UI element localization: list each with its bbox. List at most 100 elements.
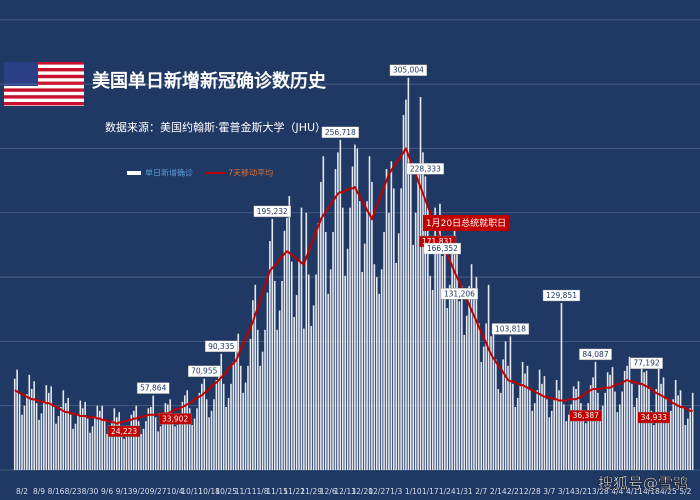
x-tick-label: 9/20 [133, 487, 150, 496]
x-tick-label: 8/2 [16, 487, 28, 496]
value-label-box [440, 288, 479, 300]
value-label: 57,864 [140, 384, 166, 393]
value-label-box [406, 163, 445, 175]
bar [453, 230, 456, 470]
bar [592, 377, 594, 470]
bar [346, 248, 349, 470]
bar [414, 212, 417, 470]
value-label-box [542, 289, 581, 302]
bar [315, 274, 317, 470]
value-label: 77,192 [633, 359, 659, 368]
bar [582, 419, 585, 470]
bar [72, 428, 74, 470]
bar [470, 264, 473, 470]
x-tick-label: 10/25 [215, 487, 237, 496]
bar [378, 293, 381, 470]
x-tick-label: 5/2 [679, 487, 691, 496]
bar [611, 367, 614, 470]
bar [154, 417, 157, 470]
bar [434, 207, 436, 470]
x-tick-label: 8/16 [48, 487, 65, 496]
bar [427, 207, 429, 470]
bar [526, 365, 529, 470]
bar [60, 406, 62, 470]
bar [446, 307, 449, 470]
bar [57, 415, 60, 470]
bar [317, 223, 320, 470]
bar [662, 377, 665, 470]
bar [354, 144, 356, 470]
bar [147, 408, 150, 470]
bar [660, 383, 662, 470]
bar [273, 280, 276, 470]
bar [674, 379, 677, 470]
bar [205, 399, 208, 470]
bar [638, 383, 641, 470]
bar [516, 397, 519, 470]
bar [45, 385, 48, 470]
bar [448, 284, 451, 470]
bar [244, 382, 247, 470]
x-tick-label: 11/15 [266, 487, 288, 496]
bar [499, 392, 502, 470]
bar [368, 156, 371, 470]
x-tick-label: 9/13 [116, 487, 133, 496]
x-tick-label: 4/18 [643, 487, 660, 496]
bar [81, 408, 84, 470]
bar [300, 207, 303, 470]
bar [128, 426, 130, 470]
value-label: 103,818 [495, 324, 526, 333]
bar [623, 370, 626, 470]
bar [283, 230, 286, 470]
bar [278, 310, 281, 470]
x-tick-label: 4/25 [660, 487, 677, 496]
bar [475, 277, 478, 470]
bar [485, 323, 487, 470]
bar [424, 176, 427, 471]
value-label-box [423, 242, 462, 255]
bar [584, 423, 587, 470]
bar [252, 300, 254, 470]
value-label-box [491, 323, 530, 335]
bar [589, 385, 592, 470]
bar [609, 374, 611, 470]
bar [225, 406, 227, 470]
bar [395, 262, 398, 470]
plot: 24,223 57,864 33,902 70,955 90,335 195,232 256… [0, 19, 700, 496]
bar [653, 425, 655, 470]
x-tick-label: 11/22 [283, 487, 305, 496]
bar [366, 201, 368, 471]
bar [13, 378, 16, 470]
bar [550, 410, 553, 470]
bar [334, 169, 337, 471]
bar [288, 196, 291, 470]
bar [322, 156, 325, 470]
legend-swatch [127, 171, 141, 175]
bar [468, 286, 470, 470]
x-tick-label: 1/24 [439, 487, 456, 496]
bar [247, 365, 249, 470]
bar [261, 351, 264, 470]
bar [329, 269, 332, 470]
x-tick-label: 2/7 [475, 487, 487, 496]
bar [89, 432, 91, 470]
bar [461, 286, 463, 470]
bar [463, 334, 466, 470]
bar [35, 403, 38, 470]
bar [16, 369, 18, 470]
bar [689, 408, 692, 470]
bar [33, 381, 35, 470]
value-label-box [204, 340, 238, 353]
bar [324, 232, 327, 470]
bar [108, 428, 111, 470]
bar [344, 275, 346, 470]
x-tick-label: 12/27 [368, 487, 390, 496]
x-tick-label: 3/28 [592, 487, 609, 496]
bar [293, 316, 295, 470]
bar [687, 418, 689, 470]
bar [115, 417, 118, 470]
x-tick-label: 8/23 [65, 487, 82, 496]
bar [626, 365, 628, 470]
bar [519, 383, 521, 470]
